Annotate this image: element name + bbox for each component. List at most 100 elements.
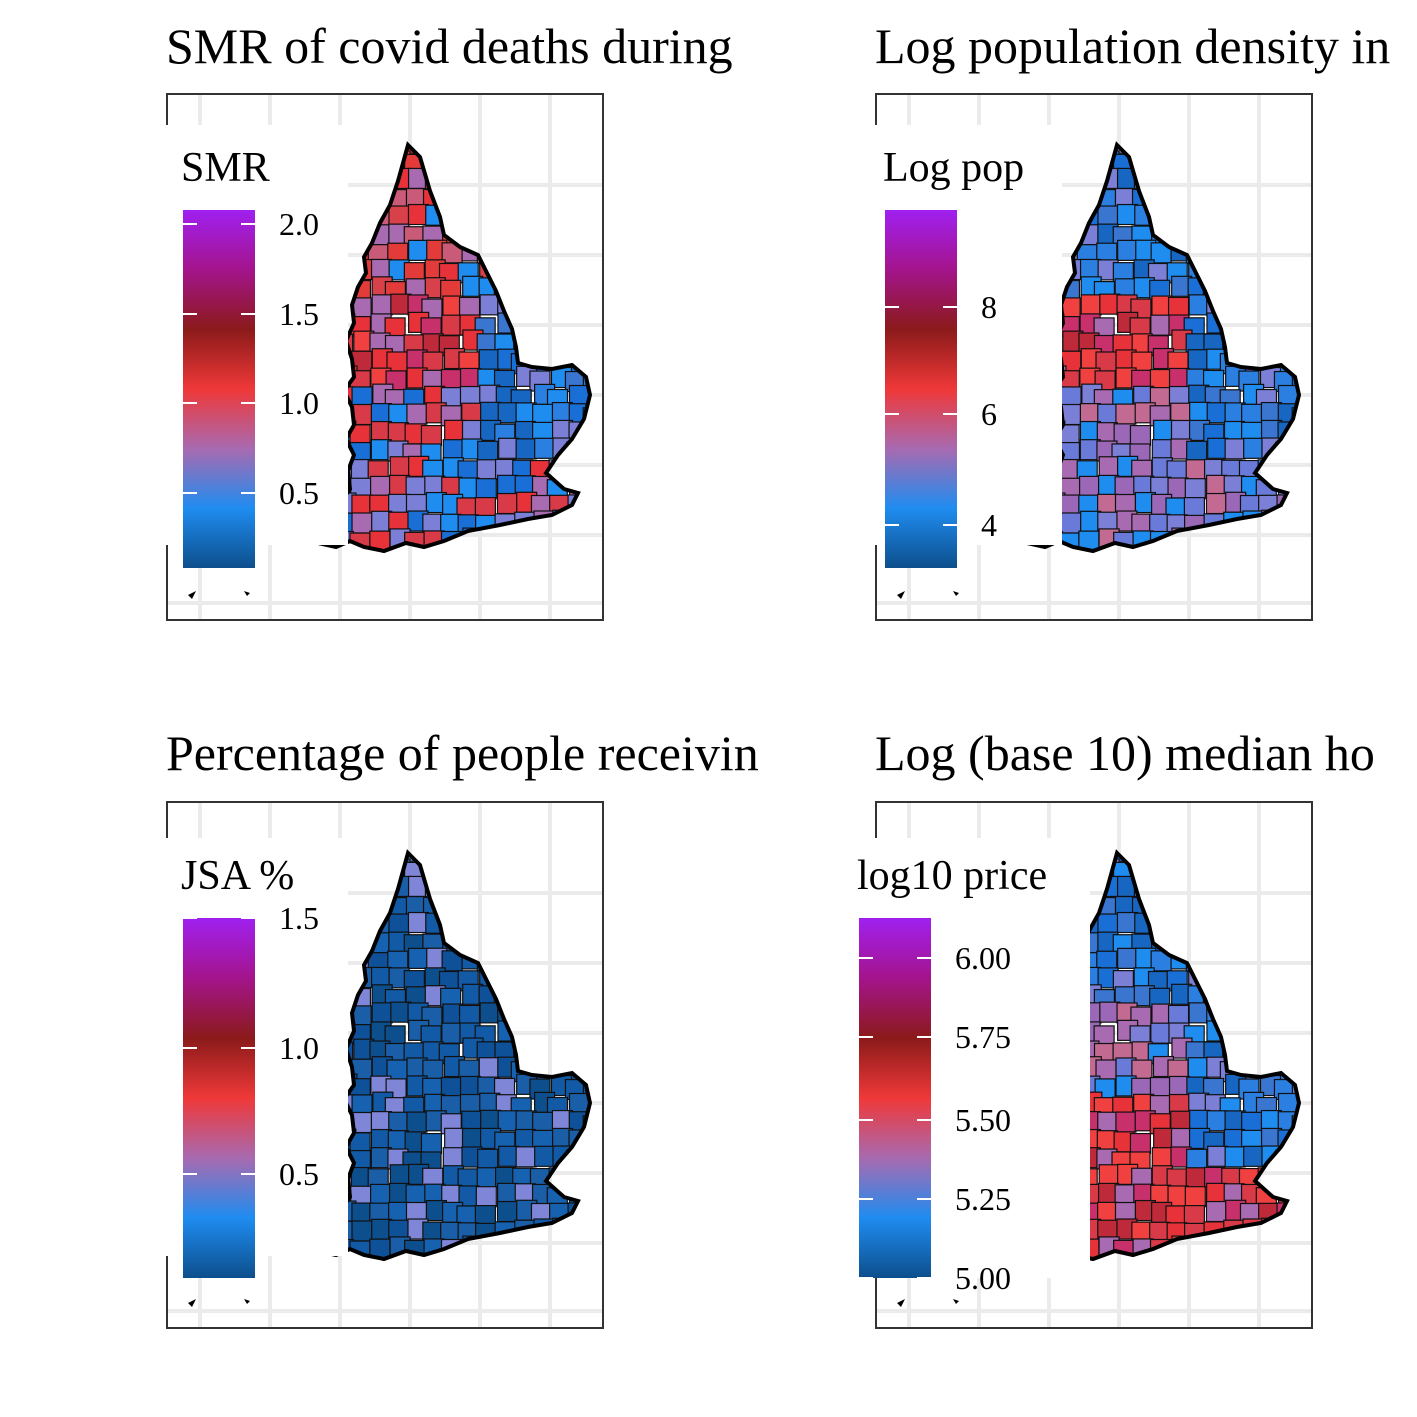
district (568, 145, 590, 155)
district (1224, 853, 1246, 862)
district (1296, 929, 1299, 952)
district (1277, 913, 1299, 935)
district (1219, 1006, 1242, 1029)
islands (897, 591, 959, 599)
district (566, 1149, 588, 1171)
district (368, 897, 390, 919)
district (442, 913, 464, 935)
district (582, 514, 590, 537)
district (1224, 1254, 1246, 1259)
district (1042, 548, 1064, 551)
district (1296, 1182, 1299, 1204)
legend-tick-mark (859, 1035, 873, 1038)
district (513, 950, 535, 972)
district (1135, 853, 1157, 861)
district (1276, 968, 1298, 990)
legend-tick-label: 0.5 (279, 474, 319, 511)
legend-tick-mark (859, 1197, 873, 1200)
district (1078, 169, 1101, 192)
legend-tick-label: 5.25 (955, 1180, 1011, 1217)
district (440, 878, 463, 901)
district (1224, 965, 1247, 988)
district (354, 911, 376, 933)
district (588, 911, 590, 933)
district (1185, 459, 1207, 481)
district (587, 1254, 590, 1259)
district (1170, 419, 1193, 442)
panel-title: SMR of covid deaths during (166, 18, 733, 74)
district (424, 151, 446, 173)
legend-tick-mark (917, 1035, 931, 1038)
district (404, 549, 426, 551)
district (1202, 916, 1224, 938)
district (1293, 153, 1299, 175)
legend-tick-mark (183, 491, 197, 494)
district (1295, 1057, 1299, 1079)
district (1258, 188, 1280, 210)
district (1094, 1260, 1114, 1280)
district (582, 1222, 590, 1245)
district (1243, 1145, 1265, 1167)
district (1113, 549, 1135, 551)
district (1222, 242, 1244, 264)
district (1204, 853, 1227, 864)
legend-tick-label: 1.5 (279, 900, 319, 936)
district (496, 1255, 518, 1259)
district (1296, 1254, 1299, 1259)
district (514, 204, 537, 227)
district (421, 1258, 443, 1259)
district (587, 221, 590, 244)
district (1004, 552, 1024, 572)
legend-tick-mark (885, 305, 899, 308)
district (1275, 933, 1297, 955)
legend-tick-mark (241, 491, 255, 494)
district (565, 298, 587, 320)
district (1187, 895, 1209, 917)
district (1151, 145, 1173, 155)
district (587, 1038, 590, 1060)
district (457, 898, 479, 920)
legend-tick-mark (943, 524, 957, 527)
district (1170, 1127, 1193, 1150)
district (1238, 898, 1260, 920)
district (350, 549, 372, 551)
district (587, 258, 590, 280)
district (1059, 549, 1081, 551)
district (1295, 295, 1299, 317)
district (510, 1006, 533, 1029)
district (461, 419, 484, 442)
district (513, 896, 535, 918)
district (1259, 145, 1281, 155)
district (497, 150, 519, 172)
district (385, 1260, 405, 1280)
district (478, 1057, 500, 1079)
district (1258, 1040, 1280, 1062)
district (515, 438, 537, 460)
district (565, 550, 587, 551)
district (569, 858, 590, 880)
district (1115, 1111, 1137, 1133)
district (1205, 1200, 1228, 1223)
district (565, 1006, 587, 1028)
district (1150, 896, 1172, 918)
district (585, 1148, 590, 1170)
district (1080, 294, 1102, 316)
district (1148, 1257, 1171, 1259)
district (476, 459, 498, 481)
district (369, 877, 392, 900)
district (1205, 895, 1227, 917)
district (584, 853, 590, 865)
district (1059, 189, 1081, 211)
district (1184, 1186, 1206, 1208)
district (1022, 550, 1044, 551)
district (457, 190, 479, 212)
district (1203, 932, 1226, 955)
district (494, 224, 517, 247)
district (1225, 983, 1247, 1005)
district (1059, 145, 1081, 157)
district (568, 853, 590, 863)
district (1238, 333, 1261, 356)
district (1275, 225, 1297, 247)
district (567, 458, 589, 480)
district (1151, 853, 1173, 863)
